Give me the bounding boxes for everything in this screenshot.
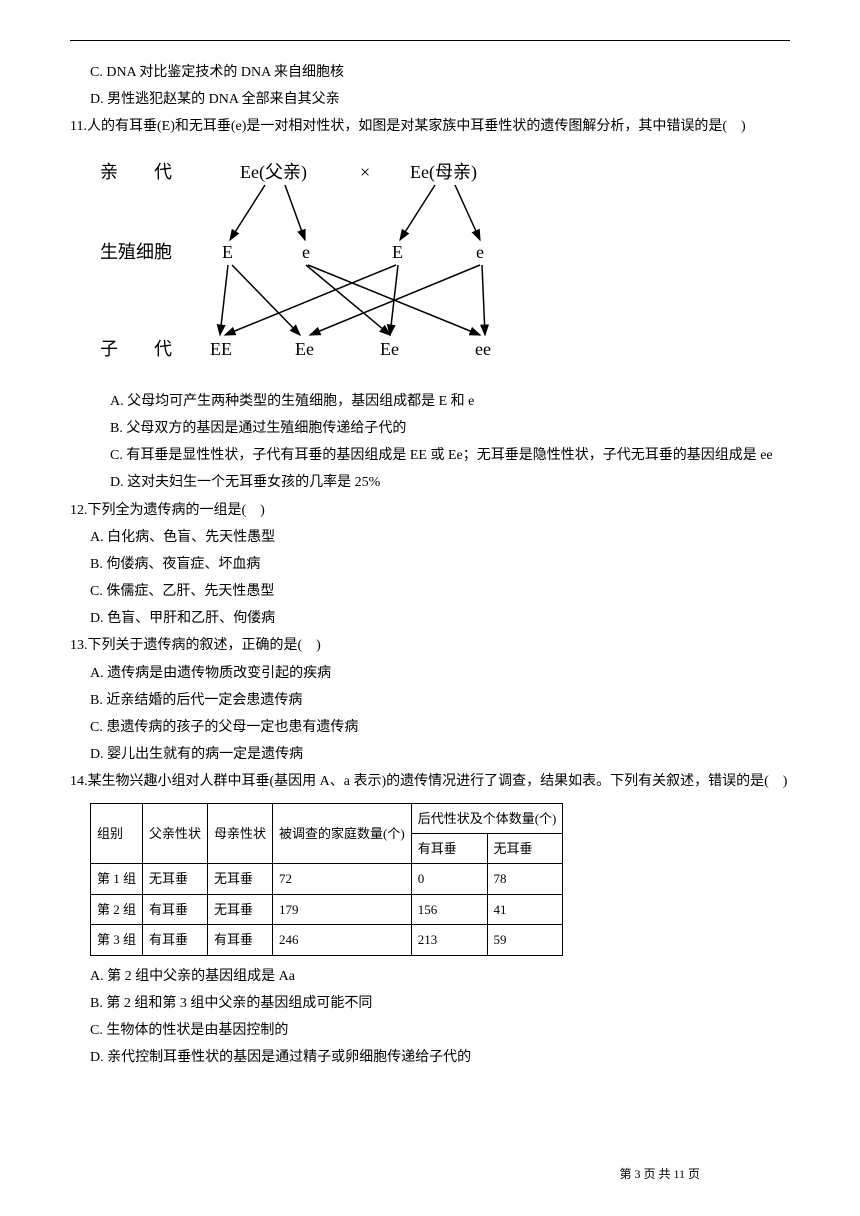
- q12-stem: 12.下列全为遗传病的一组是( ): [70, 498, 790, 523]
- q13-option-c: C. 患遗传病的孩子的父母一定也患有遗传病: [70, 715, 790, 740]
- row2-label: 生殖细胞: [100, 241, 172, 262]
- gamete-4: e: [476, 242, 484, 262]
- page-footer: 第 3 页 共 11 页: [619, 1164, 700, 1186]
- q12-option-c: C. 侏儒症、乙肝、先天性愚型: [70, 579, 790, 604]
- table-row: 第 1 组 无耳垂 无耳垂 72 0 78: [91, 864, 563, 894]
- th-mother: 母亲性状: [208, 803, 273, 864]
- offspring-4: ee: [475, 339, 491, 359]
- offspring-1: EE: [210, 339, 232, 359]
- th-offspring: 后代性状及个体数量(个): [411, 803, 563, 833]
- q11-option-d: D. 这对夫妇生一个无耳垂女孩的几率是 25%: [70, 470, 790, 495]
- q13-stem: 13.下列关于遗传病的叙述，正确的是( ): [70, 633, 790, 658]
- q14-option-c: C. 生物体的性状是由基因控制的: [70, 1018, 790, 1043]
- q13-option-b: B. 近亲结婚的后代一定会患遗传病: [70, 688, 790, 713]
- q10-option-d: D. 男性逃犯赵某的 DNA 全部来自其父亲: [70, 87, 790, 112]
- q11-stem: 11.人的有耳垂(E)和无耳垂(e)是一对相对性状，如图是对某家族中耳垂性状的遗…: [70, 114, 790, 139]
- genetics-diagram-svg: 亲 代 Ee(父亲) × Ee(母亲) 生殖细胞 E e E e 子 代 EE …: [90, 150, 540, 370]
- q13-option-a: A. 遗传病是由遗传物质改变引起的疾病: [70, 661, 790, 686]
- q12-option-b: B. 佝偻病、夜盲症、坏血病: [70, 552, 790, 577]
- offspring-2: Ee: [295, 339, 314, 359]
- row3-label: 子 代: [100, 339, 172, 359]
- q10-option-c: C. DNA 对比鉴定技术的 DNA 来自细胞核: [70, 60, 790, 85]
- row1-label: 亲 代: [100, 162, 172, 182]
- q13-option-d: D. 婴儿出生就有的病一定是遗传病: [70, 742, 790, 767]
- q11-option-a: A. 父母均可产生两种类型的生殖细胞，基因组成都是 E 和 e: [70, 389, 790, 414]
- father-label: Ee(父亲): [240, 162, 307, 183]
- th-group: 组别: [91, 803, 143, 864]
- gamete-3: E: [392, 242, 403, 262]
- q12-option-a: A. 白化病、色盲、先天性愚型: [70, 525, 790, 550]
- th-father: 父亲性状: [143, 803, 208, 864]
- q14-option-d: D. 亲代控制耳垂性状的基因是通过精子或卵细胞传递给子代的: [70, 1045, 790, 1070]
- page-top-rule: [70, 40, 790, 41]
- q11-diagram: 亲 代 Ee(父亲) × Ee(母亲) 生殖细胞 E e E e 子 代 EE …: [90, 150, 790, 379]
- th-detached: 无耳垂: [487, 833, 563, 863]
- q14-table: 组别 父亲性状 母亲性状 被调查的家庭数量(个) 后代性状及个体数量(个) 有耳…: [90, 803, 563, 956]
- gamete-2: e: [302, 242, 310, 262]
- q14-stem: 14.某生物兴趣小组对人群中耳垂(基因用 A、a 表示)的遗传情况进行了调查，结…: [70, 769, 790, 794]
- gamete-1: E: [222, 242, 233, 262]
- cross-symbol: ×: [360, 162, 370, 182]
- q11-option-c: C. 有耳垂是显性性状，子代有耳垂的基因组成是 EE 或 Ee；无耳垂是隐性性状…: [70, 443, 790, 468]
- q11-option-b: B. 父母双方的基因是通过生殖细胞传递给子代的: [70, 416, 790, 441]
- mother-label: Ee(母亲): [410, 162, 477, 183]
- q14-option-b: B. 第 2 组和第 3 组中父亲的基因组成可能不同: [70, 991, 790, 1016]
- q12-option-d: D. 色盲、甲肝和乙肝、佝偻病: [70, 606, 790, 631]
- offspring-3: Ee: [380, 339, 399, 359]
- th-attached: 有耳垂: [411, 833, 487, 863]
- table-row: 第 2 组 有耳垂 无耳垂 179 156 41: [91, 894, 563, 924]
- th-families: 被调查的家庭数量(个): [273, 803, 412, 864]
- q14-option-a: A. 第 2 组中父亲的基因组成是 Aa: [70, 964, 790, 989]
- table-header-row: 组别 父亲性状 母亲性状 被调查的家庭数量(个) 后代性状及个体数量(个): [91, 803, 563, 833]
- table-row: 第 3 组 有耳垂 有耳垂 246 213 59: [91, 925, 563, 955]
